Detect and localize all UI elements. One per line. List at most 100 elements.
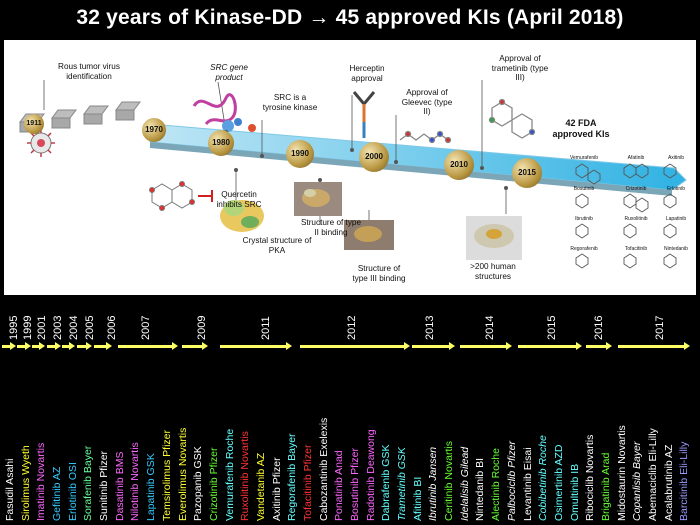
approval-year-label: 2017 [654, 315, 666, 340]
drug-name: Sirolimus Wyeth [19, 445, 32, 521]
structure-label: Axitinib [667, 155, 685, 161]
approval-year-label: 2004 [68, 315, 80, 340]
approval-arrow [32, 342, 45, 350]
caption-rous: Rous tumor virus identification [58, 62, 120, 81]
caption-type2: Structure of type II binding [300, 218, 362, 237]
drug-name: Midostaurin Novartis [615, 425, 628, 521]
approval-arrow [47, 342, 61, 350]
approval-arrow [518, 342, 582, 350]
year-marker: 2010 [444, 150, 474, 180]
drug-name: Copanlisib Bayer [631, 441, 644, 521]
timeline-panel: 1911 1970 1980 1990 2000 2010 2015 Rous … [4, 40, 696, 295]
year-marker: 1911 [24, 114, 44, 134]
approval-year-label: 2003 [52, 315, 64, 340]
herceptin-illustration [352, 91, 376, 138]
caption-pka: Crystal structure of PKA [242, 236, 312, 255]
approval-arrow [182, 342, 208, 350]
drug-name: Trametinib GSK [396, 447, 409, 521]
year-marker: 2000 [359, 142, 389, 172]
drug-name: Bosutinib Pfizer [349, 448, 361, 521]
approval-year-label: 1999 [22, 315, 34, 340]
structure-label: Afatinib [627, 155, 645, 161]
caption-src-tyrosine: SRC is a tyrosine kinase [262, 93, 318, 112]
drug-name: Brigatinib Arad [599, 452, 612, 521]
approval-year-label: 2016 [593, 315, 605, 340]
structure-label: Erlotinib [666, 186, 686, 192]
drug-name: Nintedanib BI [474, 457, 487, 521]
drug-name: Gefitinib AZ [51, 466, 64, 521]
drug-name: Everolimus Novartis [176, 427, 189, 521]
structure-label: Crizotinib [625, 186, 647, 192]
drug-name: Crizotinib Pfizer [207, 447, 220, 521]
caption-src-product: SRC gene product [210, 63, 248, 82]
drug-name: Alectinib Roche [490, 448, 503, 521]
approval-arrow [300, 342, 410, 350]
structure-label: Ruxolitinib [624, 216, 648, 222]
drug-name: Abemaciclib Eli-Lilly [646, 428, 659, 521]
approval-arrow [618, 342, 690, 350]
drug-name: Temsirolimus Pfizer [160, 429, 173, 521]
approval-year-label: 2013 [424, 315, 436, 340]
drug-name: Dasatinib BMS [113, 451, 126, 521]
approval-year-label: 2012 [346, 315, 358, 340]
approval-arrow [2, 342, 16, 350]
drug-name: Axitinib Pfizer [270, 457, 283, 521]
pka-structure-illustration [220, 200, 264, 232]
drug-name: Dabrafenib GSK [380, 444, 393, 521]
approval-year-label: 2006 [106, 315, 118, 340]
drug-name: Afitinib BI [411, 476, 424, 521]
drug-name: Acalabrutinib AZ [662, 444, 675, 521]
approval-year-label: 2014 [484, 315, 496, 340]
drug-name: Sorafenib Bayer [82, 445, 95, 521]
approval-arrow [118, 342, 178, 350]
trametinib-molecule [488, 98, 536, 139]
structure-label: Lapatinib [665, 216, 687, 222]
ribbon-edge [150, 142, 672, 196]
structure-label: Tofacitinib [624, 246, 648, 252]
src-kinase-icon [222, 120, 234, 132]
caption-type3: Structure of type III binding [352, 264, 406, 283]
drug-name: Radotinib Deawong [364, 429, 377, 521]
drug-name: Idelalisib Gilead [458, 446, 471, 521]
year-marker: 1990 [286, 140, 314, 168]
drug-name: Vemurafenib Roche [223, 428, 236, 521]
drug-name: Tofacitinib Pfizer [301, 444, 314, 521]
approval-arrow [460, 342, 512, 350]
drug-name: Lapatinib GSK [145, 453, 158, 521]
timeline-svg [19, 80, 687, 269]
grey-block [83, 113, 103, 125]
approval-year-label: 2001 [36, 315, 48, 340]
grey-block [115, 101, 141, 111]
src-protein-illustration [192, 93, 237, 126]
slide-title: 32 years of Kinase-DD → 45 approved KIs … [76, 6, 624, 29]
drug-name: Omultinib IB [568, 463, 581, 521]
approval-arrow [94, 342, 112, 350]
approval-years: 1995 1999 2001 2003 2004 2005 2006 2007 2009 2011… [0, 300, 700, 350]
structure-label: Nintedanib [664, 246, 688, 252]
phosphate-icon [248, 124, 256, 132]
year-marker: 1970 [142, 118, 166, 142]
drug-name: Ruxolitinib Novartis [239, 431, 252, 521]
drug-name: Barcitinib Eli-Lilly [678, 441, 691, 521]
caption-fda42: 42 FDA approved KIs [552, 118, 610, 139]
drug-name: Palbociclib Pfizer [505, 441, 518, 521]
drug-name: Osimertinib AZD [552, 444, 565, 521]
caption-gleevec: Approval of Gleevec (type II) [401, 88, 453, 116]
approval-arrow [62, 342, 75, 350]
approval-arrow [17, 342, 31, 350]
caption-herceptin: Herceptin approval [349, 64, 385, 83]
drug-name: Fasudil Asahi [4, 458, 16, 521]
drug-name: Ribociclib Novartis [584, 434, 597, 521]
caption-trametinib: Approval of trametinib (type III) [491, 54, 549, 82]
structure-label: Regorafenib [570, 246, 598, 252]
kinase-inhibitor-structures-grid [575, 163, 677, 269]
approval-arrow [586, 342, 612, 350]
grey-block [115, 109, 135, 121]
drug-name: Erlotinib OSI [66, 462, 79, 521]
grey-block [51, 109, 77, 119]
quercetin-illustration [149, 181, 195, 211]
approval-year-label: 2015 [546, 315, 558, 340]
drug-name: Imatinib Novartis [35, 442, 48, 521]
drug-name: Ponatinib Anad [333, 450, 346, 521]
